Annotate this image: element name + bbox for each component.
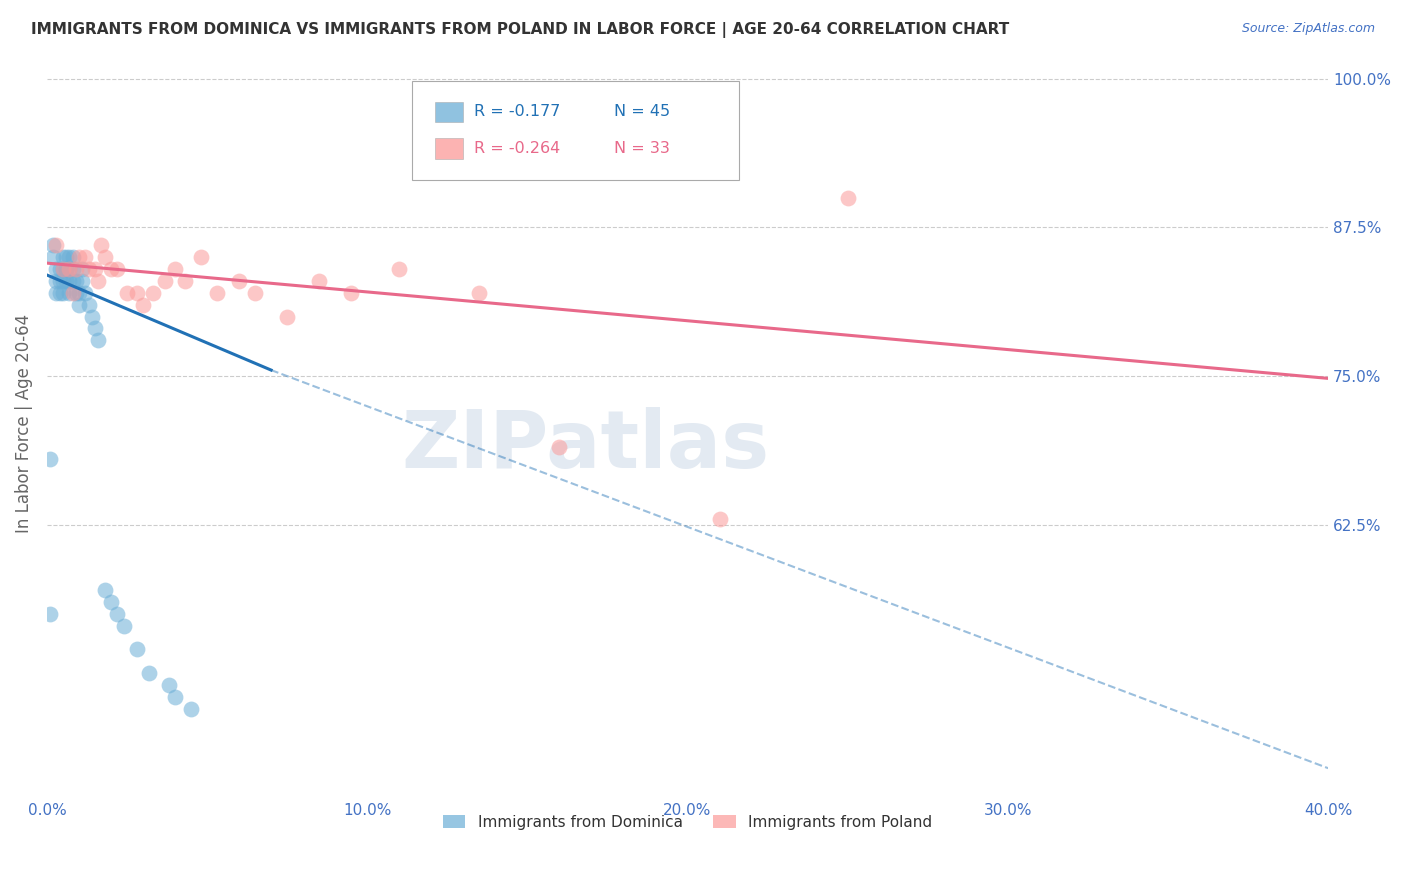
Point (125, 285, 148, 300)
Point (55, 274, 77, 288)
Point (80, 310, 103, 324)
Point (58, 262, 80, 277)
Point (105, 262, 128, 277)
Point (52, 285, 75, 300)
Point (62, 250, 84, 264)
Point (157, 678, 180, 692)
Point (388, 262, 411, 277)
Point (52, 262, 75, 277)
Point (276, 310, 298, 324)
Point (58, 285, 80, 300)
Point (67, 250, 90, 264)
Point (180, 702, 202, 716)
Point (48, 285, 70, 300)
Point (42, 250, 65, 264)
Point (163, 262, 186, 277)
Point (93, 250, 115, 264)
Point (340, 285, 363, 300)
Point (70, 262, 93, 277)
Point (52, 262, 75, 277)
Point (138, 666, 160, 681)
Legend: Immigrants from Dominica, Immigrants from Poland: Immigrants from Dominica, Immigrants fro… (436, 809, 939, 836)
Point (163, 690, 186, 704)
Y-axis label: In Labor Force | Age 20-64: In Labor Force | Age 20-64 (15, 314, 32, 533)
Point (55, 262, 77, 277)
Text: R = -0.177: R = -0.177 (474, 104, 560, 120)
Point (100, 595, 122, 609)
Point (55, 250, 77, 264)
Point (84, 321, 107, 335)
Point (58, 274, 80, 288)
Point (173, 274, 195, 288)
Point (84, 262, 107, 277)
Point (205, 285, 228, 300)
Point (105, 607, 128, 621)
FancyBboxPatch shape (434, 102, 464, 122)
Point (548, 440, 571, 454)
Point (42, 238, 65, 252)
Point (62, 262, 84, 277)
FancyBboxPatch shape (412, 81, 738, 180)
Point (93, 582, 115, 597)
Point (65, 274, 87, 288)
Point (125, 642, 148, 657)
Point (70, 274, 93, 288)
Point (837, 191, 859, 205)
Point (58, 250, 80, 264)
Point (468, 285, 491, 300)
Text: N = 45: N = 45 (614, 104, 671, 120)
Point (62, 285, 84, 300)
Point (243, 285, 266, 300)
Point (62, 274, 84, 288)
Point (45, 274, 67, 288)
Point (55, 262, 77, 277)
Point (115, 285, 138, 300)
Point (77, 298, 100, 312)
Point (90, 238, 112, 252)
Point (67, 298, 90, 312)
Point (52, 274, 75, 288)
Text: N = 33: N = 33 (614, 141, 671, 156)
Point (45, 262, 67, 277)
Text: ZIPatlas: ZIPatlas (401, 407, 769, 484)
FancyBboxPatch shape (434, 138, 464, 159)
Point (87, 334, 110, 348)
Point (100, 262, 122, 277)
Point (308, 274, 330, 288)
Point (87, 274, 110, 288)
Point (65, 262, 87, 277)
Point (190, 250, 212, 264)
Point (142, 285, 165, 300)
Point (39, 607, 62, 621)
Text: R = -0.264: R = -0.264 (474, 141, 560, 156)
Point (52, 250, 75, 264)
Point (709, 511, 731, 525)
Point (65, 285, 87, 300)
Point (132, 298, 155, 312)
Point (77, 262, 100, 277)
Point (75, 285, 97, 300)
Point (58, 262, 80, 277)
Point (67, 285, 90, 300)
Point (48, 262, 70, 277)
Point (45, 238, 67, 252)
Point (39, 452, 62, 467)
Point (48, 274, 70, 288)
Point (228, 274, 250, 288)
Point (155, 274, 177, 288)
Text: IMMIGRANTS FROM DOMINICA VS IMMIGRANTS FROM POLAND IN LABOR FORCE | AGE 20-64 CO: IMMIGRANTS FROM DOMINICA VS IMMIGRANTS F… (31, 22, 1010, 38)
Text: Source: ZipAtlas.com: Source: ZipAtlas.com (1241, 22, 1375, 36)
Point (45, 285, 67, 300)
Point (112, 618, 135, 632)
Point (75, 250, 97, 264)
